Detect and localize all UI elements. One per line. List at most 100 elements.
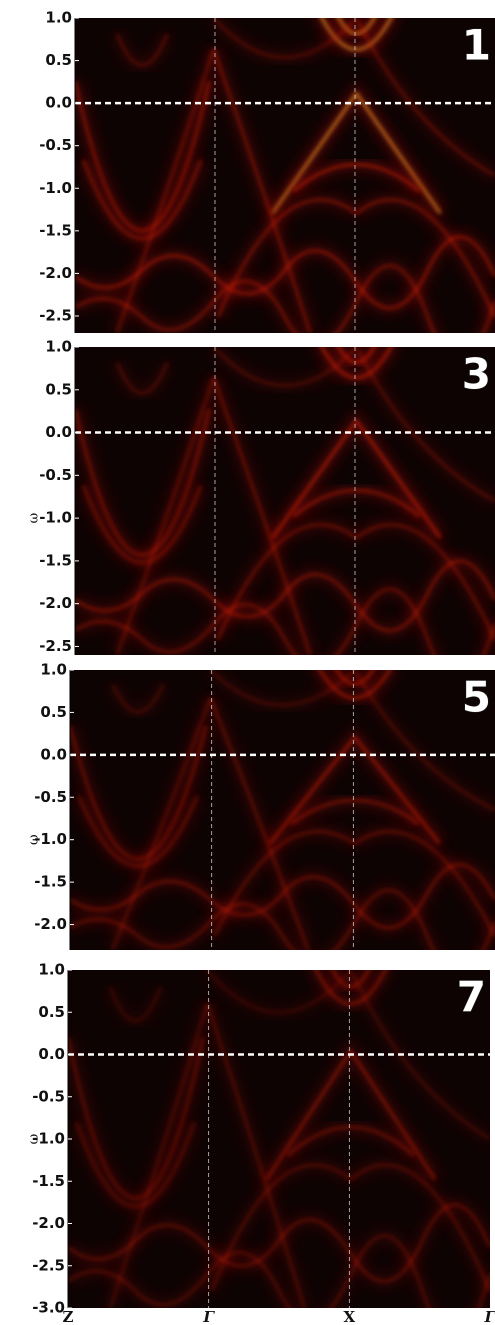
plot-area xyxy=(75,18,495,333)
band xyxy=(209,697,310,950)
band xyxy=(268,735,441,845)
y-tick-label: -1.0 xyxy=(32,1130,65,1148)
band xyxy=(349,970,490,1141)
band xyxy=(206,970,352,1014)
band xyxy=(337,347,376,364)
y-tick-label: -3.0 xyxy=(32,1299,65,1317)
y-axis-label: ω xyxy=(27,513,42,524)
y-tick-label: 0.0 xyxy=(40,745,67,763)
band xyxy=(109,1003,209,1308)
band xyxy=(265,1048,437,1181)
band xyxy=(115,361,169,395)
panel: 1.0 0.5 0.0 -0.5 -1.0 -1.5 -2.0 5 ω xyxy=(27,661,495,950)
band xyxy=(292,489,421,518)
y-tick-label: -0.5 xyxy=(34,788,67,806)
y-tick-label: -0.5 xyxy=(32,1087,65,1105)
y-tick-label: -1.5 xyxy=(34,873,67,891)
band xyxy=(209,670,356,707)
band xyxy=(271,418,442,539)
band xyxy=(354,830,495,937)
y-tick-label: -1.5 xyxy=(39,551,72,569)
band xyxy=(75,559,495,632)
band xyxy=(82,159,203,240)
y-tick-label: -1.5 xyxy=(39,221,72,239)
y-tick-label: 0.0 xyxy=(45,423,72,441)
y-tick-label: 0.0 xyxy=(45,94,72,112)
band xyxy=(115,377,215,655)
y-tick-label: 1.0 xyxy=(45,338,72,356)
band xyxy=(75,80,211,232)
panel: 1.0 0.5 0.0 -0.5 -1.0 -1.5 -2.0 -2.5 1 xyxy=(39,9,495,333)
y-tick-label: -1.5 xyxy=(32,1172,65,1190)
band xyxy=(111,697,212,950)
y-tick-label: 0.5 xyxy=(45,51,72,69)
band xyxy=(109,986,162,1022)
y-tick-label: -0.5 xyxy=(39,466,72,484)
band xyxy=(68,1234,490,1308)
panel: 1.0 0.5 0.0 -0.5 -1.0 -1.5 -2.0 -2.5 3 ω xyxy=(27,338,495,655)
band xyxy=(271,91,442,214)
band xyxy=(206,1003,306,1308)
band xyxy=(320,18,393,51)
y-tick-label: -1.0 xyxy=(39,509,72,527)
band xyxy=(111,683,165,714)
band xyxy=(286,1126,415,1157)
plot-area xyxy=(70,670,495,950)
x-tick-label: Γ xyxy=(484,1308,495,1325)
band xyxy=(349,1163,490,1292)
y-tick-label: 1.0 xyxy=(40,661,67,679)
band xyxy=(337,18,376,35)
band xyxy=(355,198,495,318)
y-tick-label: -2.0 xyxy=(34,915,67,933)
band xyxy=(70,725,208,860)
band xyxy=(212,49,312,333)
y-tick-label: -2.5 xyxy=(32,1256,65,1274)
y-tick-label: 0.5 xyxy=(45,380,72,398)
panel: 1.0 0.5 0.0 -0.5 -1.0 -1.5 -2.0 -2.5 -3.0 7 ω Z Γ X Γ xyxy=(27,961,495,1325)
band xyxy=(355,523,495,641)
y-tick-label: -2.0 xyxy=(39,264,72,282)
band xyxy=(212,347,358,387)
y-tick-label: -1.0 xyxy=(34,830,67,848)
band xyxy=(318,670,391,700)
band xyxy=(75,235,495,310)
y-tick-label: 1.0 xyxy=(38,961,65,979)
y-tick-label: -0.5 xyxy=(39,136,72,154)
y-tick-label: 0.5 xyxy=(38,1003,65,1021)
x-tick-label: X xyxy=(344,1308,356,1325)
y-tick-label: 0.0 xyxy=(38,1045,65,1063)
panel-label: 7 xyxy=(457,973,486,1022)
band xyxy=(290,799,420,825)
band xyxy=(68,1203,490,1283)
y-tick-label: -2.5 xyxy=(39,637,72,655)
band xyxy=(292,163,421,193)
y-tick-label: -2.0 xyxy=(39,594,72,612)
plot-area xyxy=(75,347,495,655)
band xyxy=(77,795,199,868)
band xyxy=(70,889,495,950)
band xyxy=(115,33,169,67)
band xyxy=(320,347,393,379)
band xyxy=(115,49,215,333)
band xyxy=(75,1121,196,1208)
x-tick-label: Γ xyxy=(202,1308,215,1325)
y-axis-label: ω xyxy=(27,834,42,845)
band xyxy=(355,18,495,177)
y-tick-label: -1.0 xyxy=(39,179,72,197)
panel-label: 1 xyxy=(462,21,491,70)
band xyxy=(75,408,211,557)
y-tick-label: 1.0 xyxy=(45,9,72,27)
plot-area xyxy=(68,970,490,1308)
band xyxy=(75,588,495,655)
panel-label: 3 xyxy=(462,350,491,399)
band xyxy=(212,18,358,59)
band xyxy=(331,970,370,989)
band xyxy=(355,347,495,503)
band xyxy=(68,1037,205,1200)
band xyxy=(75,264,495,333)
band xyxy=(353,670,495,812)
y-tick-label: -2.0 xyxy=(32,1214,65,1232)
band xyxy=(70,863,495,930)
